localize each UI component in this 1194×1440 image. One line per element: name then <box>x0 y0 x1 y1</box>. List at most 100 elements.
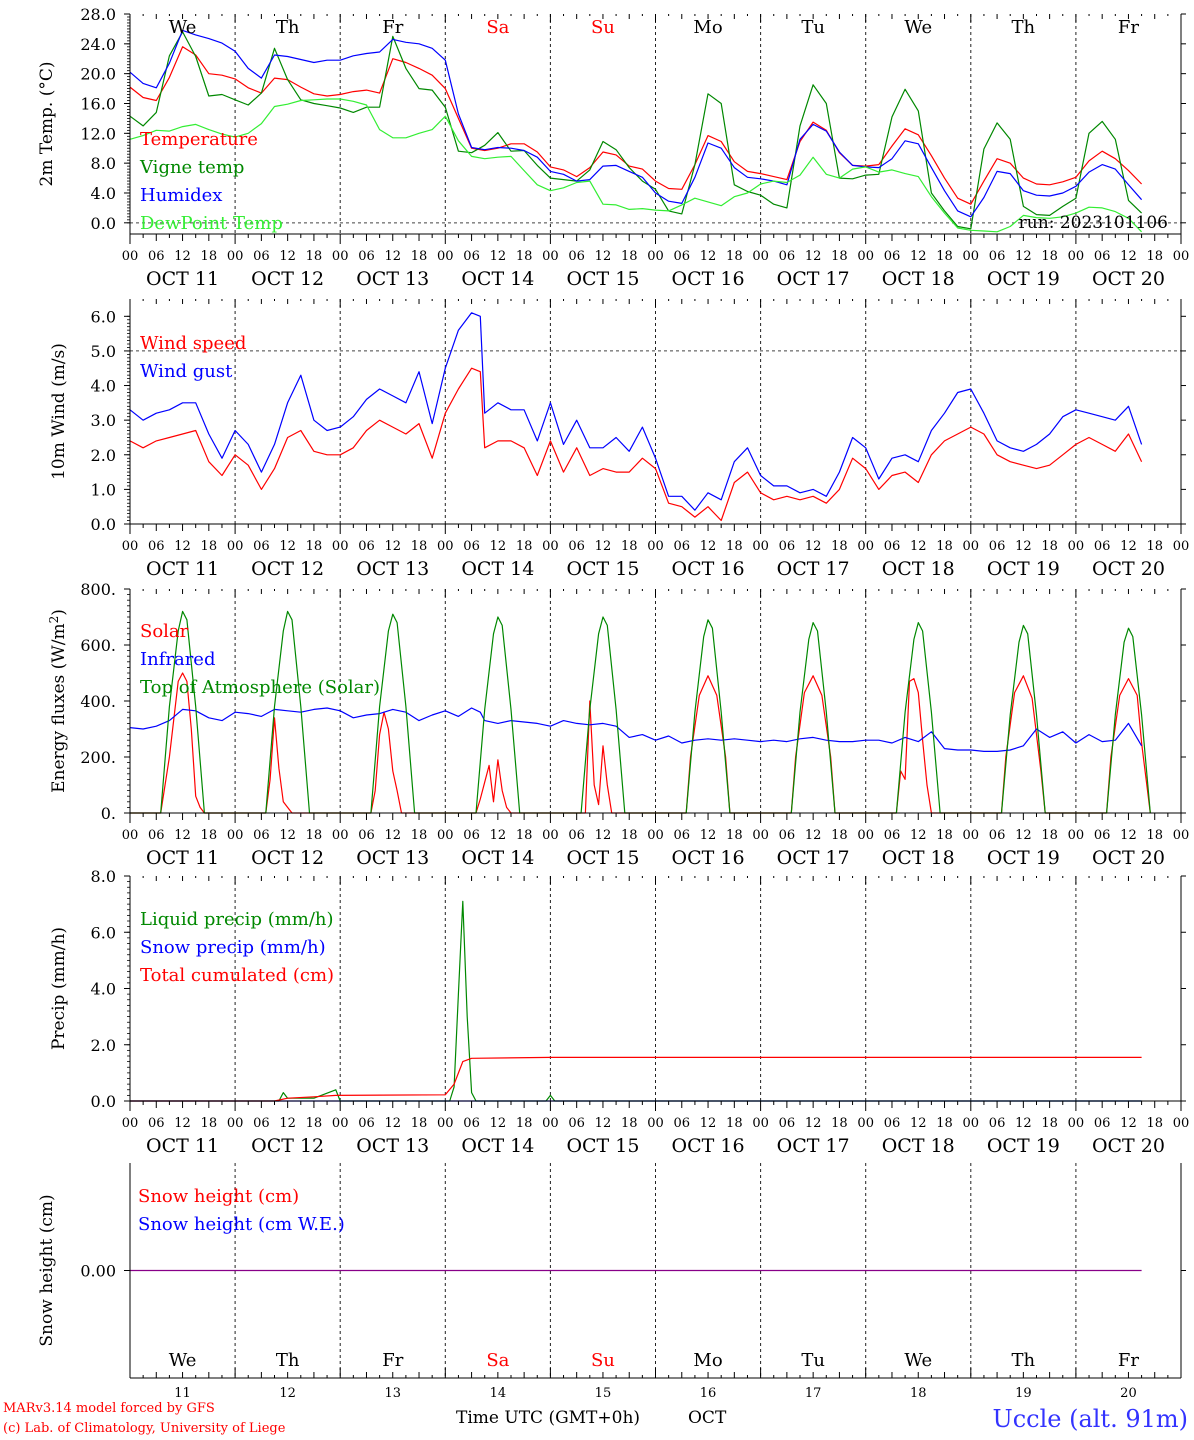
day-abbrev: Mo <box>693 17 722 38</box>
hour-label: 00 <box>963 828 980 843</box>
y-tick-label: 8.0 <box>91 867 116 886</box>
date-label: OCT 17 <box>777 1135 850 1157</box>
hour-label: 06 <box>463 828 480 843</box>
hour-label: 00 <box>857 539 874 554</box>
date-label: OCT 16 <box>672 1135 745 1157</box>
legend-entry: Humidex <box>140 185 222 206</box>
hour-label: 00 <box>1068 539 1085 554</box>
date-label: OCT 20 <box>1092 1135 1165 1157</box>
hour-label: 06 <box>568 249 585 264</box>
y-tick-label: 0.0 <box>91 1092 116 1111</box>
y-tick-label: 200. <box>80 748 116 767</box>
legend-entry: Wind speed <box>140 333 246 354</box>
date-label: OCT 15 <box>566 847 639 869</box>
series-line <box>129 312 1143 511</box>
y-tick-label: 1.0 <box>91 480 116 499</box>
hour-label: 12 <box>384 249 401 264</box>
hour-label: 00 <box>122 828 139 843</box>
day-abbrev: We <box>169 1350 197 1371</box>
day-abbrev: Th <box>1012 1350 1036 1371</box>
hour-label: 06 <box>1094 828 1111 843</box>
legend-entry: Top of Atmosphere (Solar) <box>140 677 380 698</box>
hour-label: 18 <box>411 828 428 843</box>
y-tick-label: 28.0 <box>80 5 116 24</box>
hour-label: 12 <box>595 249 612 264</box>
hour-label: 12 <box>805 1116 822 1131</box>
date-label: OCT 12 <box>251 847 324 869</box>
hour-label: 12 <box>1120 1116 1137 1131</box>
hour-label: 00 <box>227 1116 244 1131</box>
day-number: 18 <box>910 1386 927 1401</box>
y-tick-label: 2.0 <box>91 1036 116 1055</box>
run-annotation: run: 2023101106 <box>1019 213 1168 233</box>
hour-label: 18 <box>936 828 953 843</box>
series-line <box>129 367 1143 522</box>
date-label: OCT 16 <box>672 268 745 290</box>
text-layer: 28.0 24.0 20.0 16.0 12.0 8.0 4.0 0.0 2m Temp. (°… <box>37 5 1189 1401</box>
hour-label: 12 <box>1120 249 1137 264</box>
day-abbrev: Mo <box>693 1350 722 1371</box>
station-name: Uccle (alt. 91m) <box>992 1405 1188 1433</box>
hour-label: 18 <box>936 1116 953 1131</box>
y-axis-title: 2m Temp. (°C) <box>37 61 57 186</box>
hour-label: 12 <box>1120 828 1137 843</box>
hour-label: 00 <box>227 249 244 264</box>
hour-label: 12 <box>1015 539 1032 554</box>
hour-label: 18 <box>831 828 848 843</box>
hour-label: 12 <box>700 828 717 843</box>
day-abbrev: Su <box>591 17 615 38</box>
hour-label: 00 <box>857 1116 874 1131</box>
y-tick-label: 4.0 <box>91 184 116 203</box>
hour-label: 06 <box>1094 1116 1111 1131</box>
date-label: OCT 11 <box>146 847 219 869</box>
day-number: 14 <box>490 1386 507 1401</box>
hour-label: 18 <box>516 249 533 264</box>
y-axis-title: Snow height (cm) <box>37 1194 57 1346</box>
hour-label: 12 <box>174 539 191 554</box>
day-abbrev: Fr <box>1118 17 1139 38</box>
hour-label: 18 <box>201 828 218 843</box>
legend-entry: Infrared <box>140 649 215 670</box>
hour-label: 06 <box>884 249 901 264</box>
hour-label: 06 <box>253 828 270 843</box>
y-tick-label: 0. <box>101 804 116 823</box>
series-line <box>130 1056 1142 1102</box>
hour-label: 06 <box>674 249 691 264</box>
date-label: OCT 14 <box>461 847 534 869</box>
date-label: OCT 12 <box>251 1135 324 1157</box>
hour-label: 12 <box>595 828 612 843</box>
date-label: OCT 20 <box>1092 558 1165 580</box>
hour-label: 00 <box>963 539 980 554</box>
hour-label: 18 <box>1041 828 1058 843</box>
date-label: OCT 20 <box>1092 268 1165 290</box>
hour-label: 00 <box>437 539 454 554</box>
date-label: OCT 16 <box>672 847 745 869</box>
hour-label: 00 <box>647 828 664 843</box>
hour-label: 00 <box>647 249 664 264</box>
day-abbrev: We <box>904 1350 932 1371</box>
date-label: OCT 19 <box>987 1135 1060 1157</box>
date-label: OCT 14 <box>461 1135 534 1157</box>
day-number: 12 <box>279 1386 296 1401</box>
date-label: OCT 15 <box>566 558 639 580</box>
hour-label: 12 <box>805 539 822 554</box>
hour-label: 18 <box>726 828 743 843</box>
series-line <box>129 98 1143 233</box>
day-abbrev: Th <box>276 17 300 38</box>
hour-label: 06 <box>884 1116 901 1131</box>
hour-label: 00 <box>752 1116 769 1131</box>
hour-label: 12 <box>384 539 401 554</box>
date-label: OCT 13 <box>356 847 429 869</box>
hour-label: 06 <box>148 828 165 843</box>
grid-layer <box>130 14 1181 1378</box>
y-tick-label: 600. <box>80 636 116 655</box>
hour-label: 00 <box>752 249 769 264</box>
day-abbrev: Fr <box>1118 1350 1139 1371</box>
hour-label: 12 <box>384 1116 401 1131</box>
hour-label: 18 <box>831 249 848 264</box>
legend-entry: Liquid precip (mm/h) <box>140 909 334 930</box>
hour-label: 12 <box>490 539 507 554</box>
hour-label: 12 <box>384 828 401 843</box>
date-label: OCT 18 <box>882 268 955 290</box>
hour-label: 06 <box>358 1116 375 1131</box>
